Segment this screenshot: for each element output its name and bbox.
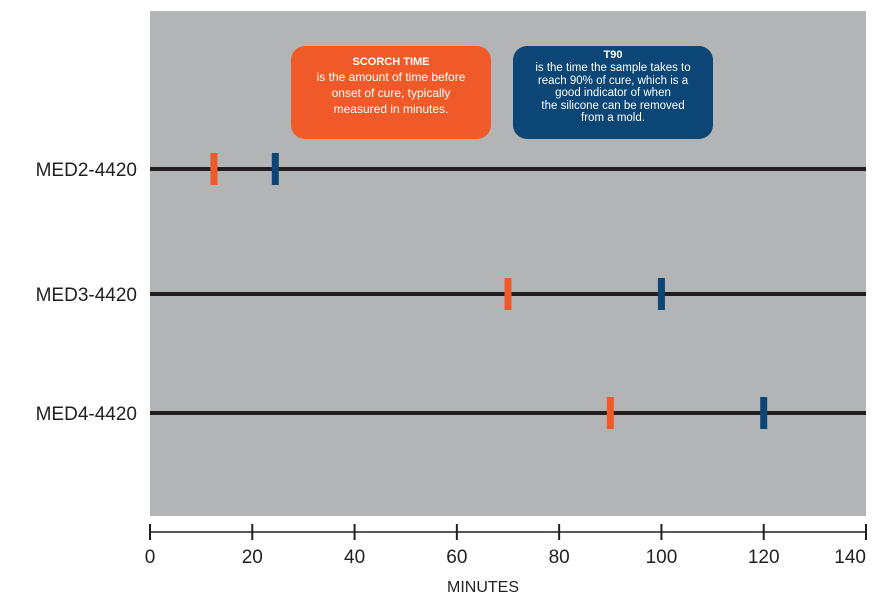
row-label: MED2-4420 [36, 160, 137, 181]
t90-marker [657, 278, 665, 310]
plot-area [150, 11, 866, 516]
x-tick-label: 20 [242, 547, 263, 568]
t90-callout-line: is the time the sample takes to [535, 62, 691, 74]
scorch-time-callout-line: measured in minutes. [333, 102, 449, 116]
x-tick-label: 0 [145, 547, 156, 568]
scorch-time-marker [606, 397, 614, 429]
scorch-time-marker [210, 153, 218, 185]
x-tick-label: 100 [646, 547, 678, 568]
t90-callout-line: from a mold. [581, 112, 645, 124]
row-label: MED3-4420 [36, 285, 137, 306]
t90-marker [271, 153, 279, 185]
row-label: MED4-4420 [36, 404, 137, 425]
x-tick-label: 60 [446, 547, 467, 568]
t90-callout: T90 is the time the sample takes to reac… [513, 46, 713, 139]
x-tick-label: 80 [549, 547, 570, 568]
scorch-time-callout-line: is the amount of time before [316, 70, 466, 84]
t90-callout-title: T90 [603, 49, 623, 61]
x-tick-label: 40 [344, 547, 365, 568]
x-tick-label: 140 [834, 547, 866, 568]
scorch-time-marker [504, 278, 512, 310]
scorch-time-callout-line: onset of cure, typically [331, 86, 451, 100]
t90-callout-line: good indicator of when [555, 87, 671, 99]
t90-callout-line: reach 90% of cure, which is a [537, 74, 689, 87]
t90-callout-line: the silicone can be removed [541, 99, 685, 112]
scorch-time-callout-title: SCORCH TIME [352, 56, 430, 68]
scorch-time-callout: SCORCH TIME is the amount of time before… [291, 46, 491, 139]
t90-marker [760, 397, 768, 429]
x-axis-label: MINUTES [447, 579, 519, 595]
x-tick-label: 120 [748, 547, 780, 568]
